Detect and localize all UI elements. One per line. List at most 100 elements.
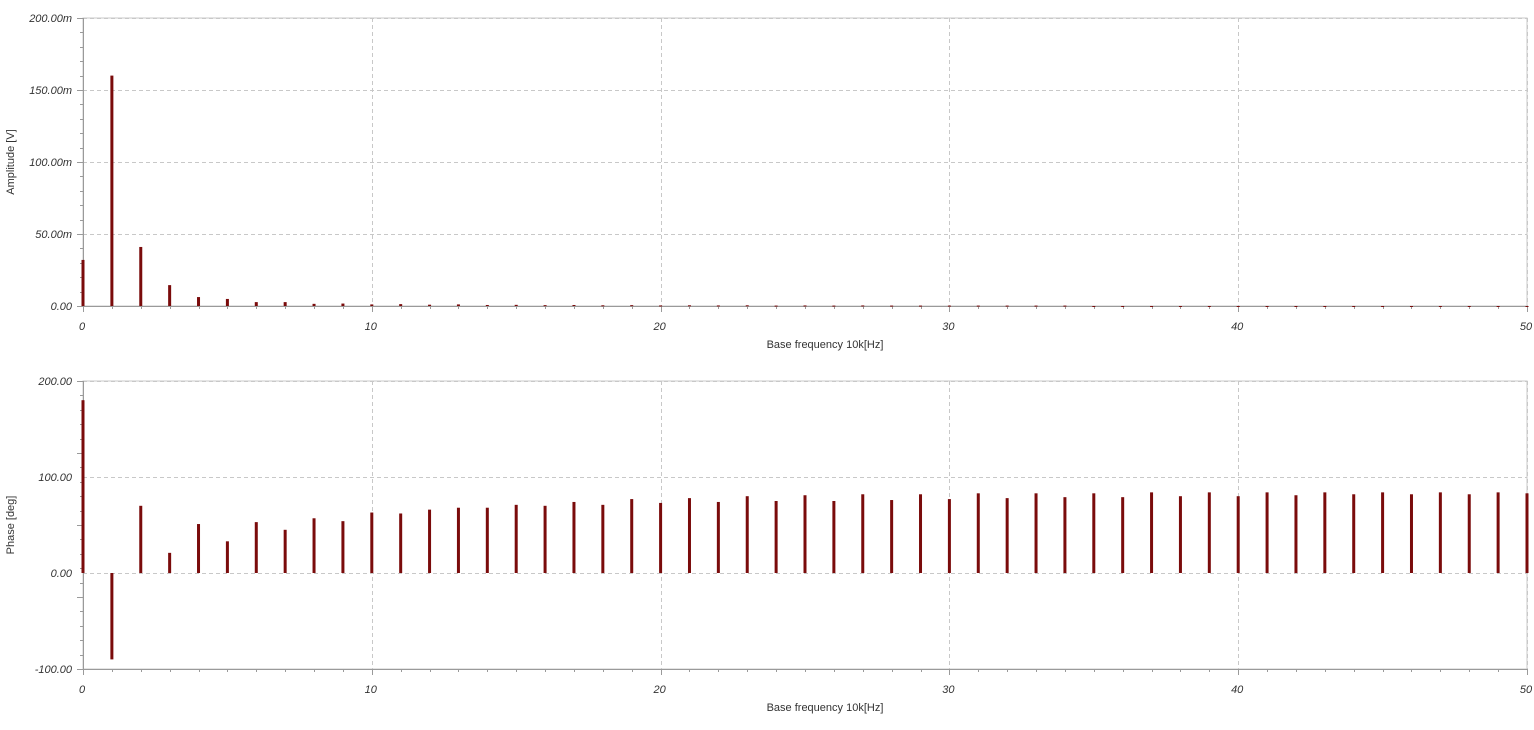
amplitude-bar-11	[399, 304, 403, 306]
phase-bar-13	[456, 507, 460, 573]
amplitude-bar-32	[1005, 305, 1009, 307]
phase-x-tick-label: 40	[1231, 684, 1244, 696]
phase-bar-22	[716, 501, 720, 573]
amplitude-bar-26	[832, 305, 836, 307]
amplitude-bar-34	[1063, 305, 1067, 307]
phase-bar-5	[225, 541, 229, 573]
phase-bar-6	[254, 522, 258, 573]
amplitude-bar-48	[1467, 306, 1471, 307]
amplitude-bar-27	[861, 305, 865, 307]
amplitude-bar-7	[283, 302, 287, 306]
amplitude-bar-19	[630, 305, 634, 307]
phase-bar-17	[572, 501, 576, 573]
phase-bar-48	[1467, 494, 1471, 573]
amplitude-bar-5	[225, 298, 229, 306]
phase-bar-24	[774, 501, 778, 573]
amplitude-bar-0	[81, 259, 85, 306]
phase-bar-32	[1005, 498, 1009, 573]
phase-bar-11	[399, 513, 403, 573]
phase-y-tick-label: 0.00	[51, 568, 73, 580]
amplitude-bar-4	[197, 297, 201, 306]
phase-bar-27	[861, 494, 865, 573]
amplitude-bar-10	[370, 304, 374, 306]
phase-bar-44	[1352, 494, 1356, 573]
amplitude-x-tick-label: 20	[652, 321, 666, 333]
phase-bar-30	[947, 499, 951, 573]
amplitude-x-tick-label: 0	[79, 321, 86, 333]
amplitude-bar-31	[976, 305, 980, 307]
phase-x-tick-label: 20	[652, 684, 666, 696]
phase-x-tick-label: 30	[942, 684, 955, 696]
phase-y-tick-label: 200.00	[37, 376, 73, 388]
phase-bar-4	[197, 524, 201, 573]
amplitude-bar-47	[1438, 306, 1442, 307]
amplitude-x-tick-label: 40	[1231, 321, 1244, 333]
amplitude-bar-2	[139, 246, 143, 306]
amplitude-bar-3	[168, 285, 172, 306]
phase-chart: -100.00 0.00 100.00 200.00 0 10 20 30 40 50 Base f…	[5, 376, 1533, 714]
amplitude-y-tick-label: 150.00m	[29, 85, 72, 97]
phase-bar-35	[1092, 493, 1096, 573]
amplitude-bar-12	[428, 304, 432, 306]
phase-bar-46	[1409, 494, 1413, 573]
amplitude-chart: 0.00 50.00m 100.00m 150.00m 200.00m 0 10 20 30 40…	[5, 13, 1533, 351]
amplitude-bar-24	[774, 305, 778, 307]
amplitude-x-axis-label: Base frequency 10k[Hz]	[767, 339, 884, 351]
amplitude-bar-23	[745, 305, 749, 307]
phase-bar-19	[630, 499, 634, 573]
phase-bar-40	[1236, 496, 1240, 573]
amplitude-x-tick-label: 10	[365, 321, 378, 333]
amplitude-bar-13	[456, 304, 460, 306]
amplitude-bar-45	[1381, 306, 1385, 307]
amplitude-bar-18	[601, 305, 605, 307]
amplitude-bar-46	[1409, 306, 1413, 307]
amplitude-y-axis-label: Amplitude [V]	[5, 129, 17, 194]
amplitude-bar-25	[803, 305, 807, 307]
phase-bar-8	[312, 518, 316, 573]
amplitude-bar-40	[1236, 306, 1240, 307]
phase-bar-31	[976, 493, 980, 573]
amplitude-bar-38	[1178, 306, 1182, 307]
phase-bar-25	[803, 495, 807, 573]
phase-bar-9	[341, 521, 345, 573]
phase-bar-7	[283, 529, 287, 573]
amplitude-bar-9	[341, 303, 345, 306]
amplitude-bar-33	[1034, 305, 1038, 307]
phase-bar-45	[1381, 492, 1385, 573]
amplitude-bar-14	[485, 304, 489, 306]
phase-bar-42	[1294, 495, 1298, 573]
phase-bar-0	[81, 400, 85, 573]
phase-bar-21	[687, 498, 691, 573]
phase-bar-28	[890, 500, 894, 573]
phase-bar-34	[1063, 497, 1067, 573]
amplitude-bar-22	[716, 305, 720, 307]
amplitude-bar-28	[890, 305, 894, 307]
phase-bar-39	[1207, 492, 1211, 573]
phase-x-tick-label: 10	[365, 684, 378, 696]
amplitude-bar-37	[1150, 306, 1154, 307]
amplitude-y-tick-label: 100.00m	[29, 157, 72, 169]
phase-x-axis-label: Base frequency 10k[Hz]	[767, 702, 884, 714]
phase-bar-43	[1323, 492, 1327, 573]
amplitude-bar-15	[514, 304, 518, 306]
amplitude-bar-6	[254, 302, 258, 306]
amplitude-x-tick-label: 50	[1520, 321, 1533, 333]
phase-bar-41	[1265, 492, 1269, 573]
amplitude-x-tick-label: 30	[942, 321, 955, 333]
amplitude-bar-29	[919, 305, 923, 307]
phase-bar-29	[919, 494, 923, 573]
phase-y-axis-label: Phase [deg]	[5, 496, 17, 555]
amplitude-bar-17	[572, 304, 576, 306]
phase-bar-33	[1034, 493, 1038, 573]
phase-bar-16	[543, 505, 547, 573]
amplitude-bar-16	[543, 305, 547, 307]
amplitude-bar-50	[1525, 306, 1529, 307]
phase-bar-14	[485, 507, 489, 573]
amplitude-y-tick-label: 0.00	[51, 301, 73, 313]
amplitude-bar-21	[687, 305, 691, 307]
amplitude-bar-43	[1323, 306, 1327, 307]
phase-bar-50	[1525, 493, 1529, 573]
phase-bar-15	[514, 504, 518, 573]
